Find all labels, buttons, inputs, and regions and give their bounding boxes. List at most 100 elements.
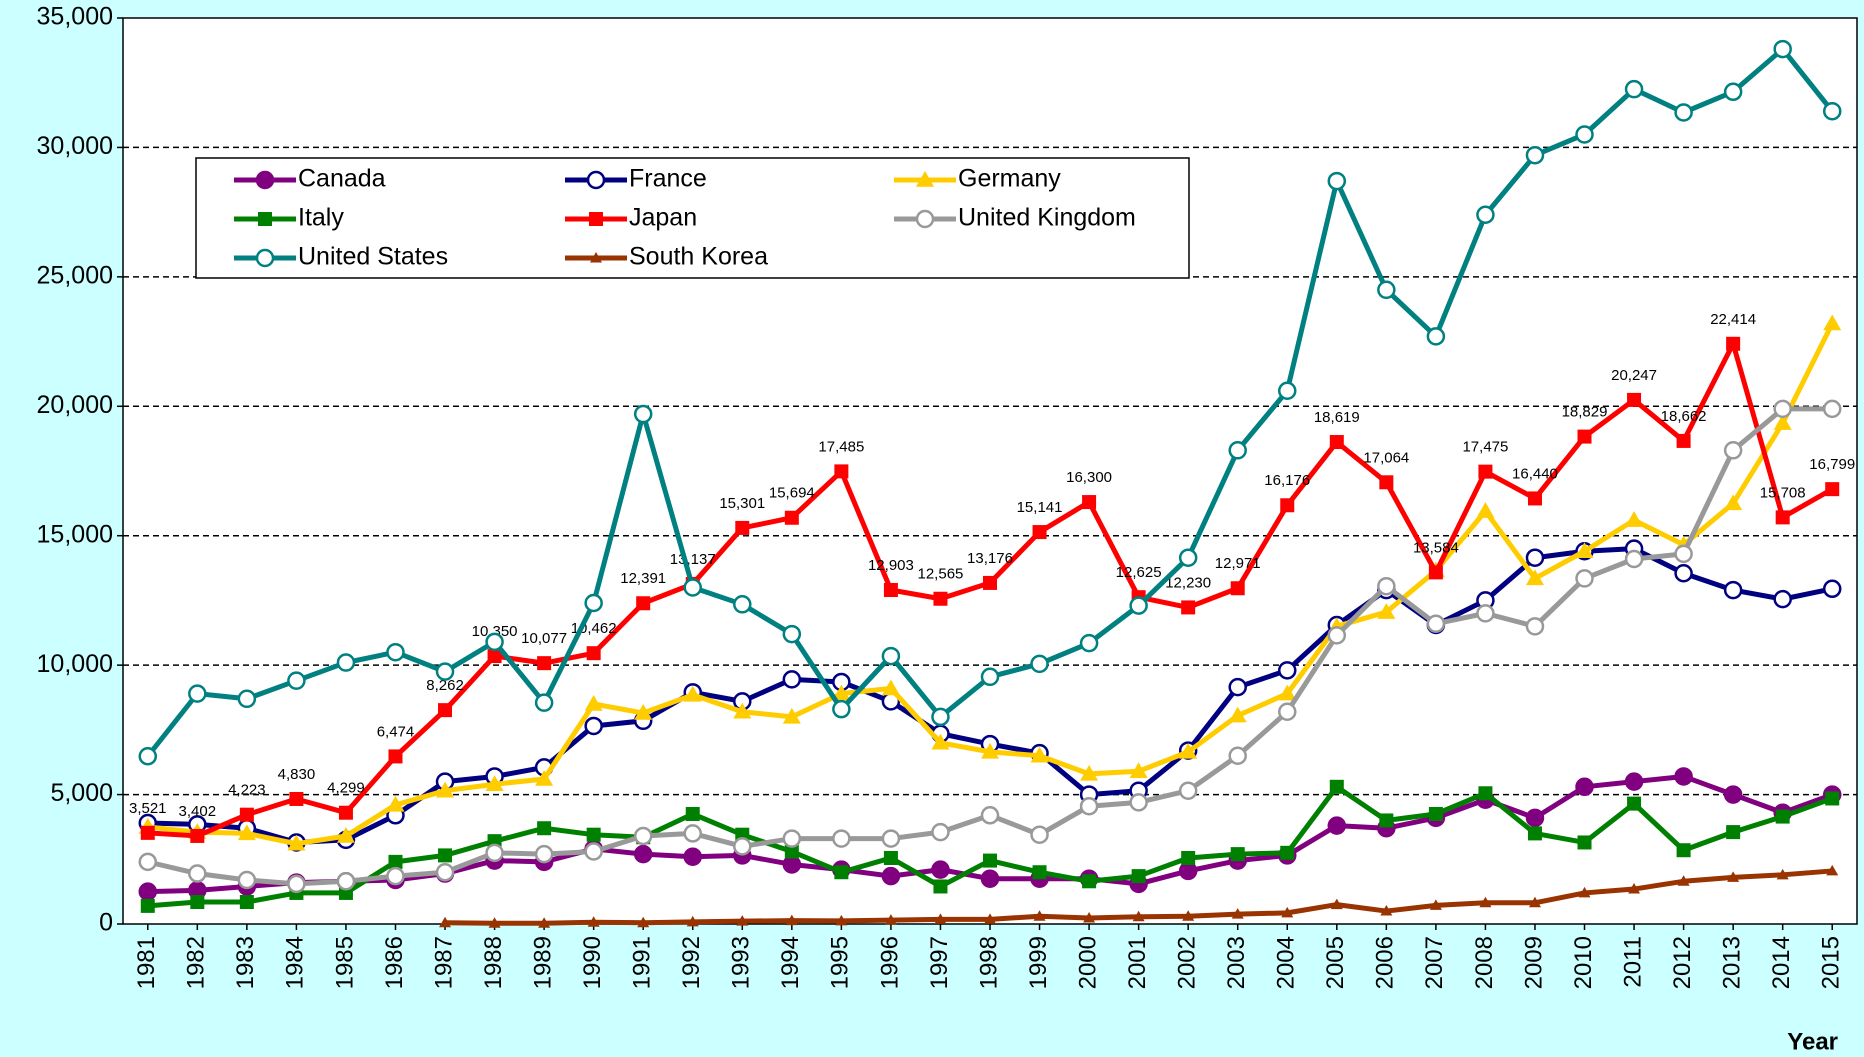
data-point xyxy=(1578,886,1591,898)
data-point xyxy=(237,689,257,709)
data-label: 3,402 xyxy=(179,803,217,820)
data-point xyxy=(1724,494,1743,511)
data-label: 12,903 xyxy=(868,557,914,574)
data-point xyxy=(1178,861,1198,881)
data-point xyxy=(1575,569,1594,588)
legend: Canada France Germany Italy Japan United King… xyxy=(195,157,1190,279)
data-point xyxy=(1825,791,1840,806)
data-point xyxy=(983,575,997,590)
data-point xyxy=(933,591,948,606)
data-point xyxy=(1723,785,1743,804)
data-point xyxy=(782,855,802,874)
data-point xyxy=(884,914,897,925)
data-point xyxy=(1033,910,1046,921)
legend-label: United States xyxy=(298,243,448,271)
x-tick-label: 1986 xyxy=(381,936,408,989)
x-tick-label: 2001 xyxy=(1124,936,1151,989)
x-tick-label: 2014 xyxy=(1768,936,1795,989)
data-point xyxy=(931,822,950,842)
data-point xyxy=(1426,614,1446,633)
data-point xyxy=(784,510,799,525)
data-point xyxy=(931,733,950,750)
data-label: 16,300 xyxy=(1066,469,1112,486)
data-point xyxy=(1825,482,1840,497)
data-point xyxy=(1377,280,1396,300)
data-label: 16,799 xyxy=(1809,456,1855,473)
data-point xyxy=(1525,548,1545,567)
data-point xyxy=(782,707,801,724)
data-point xyxy=(1575,125,1594,144)
data-point xyxy=(835,914,848,926)
data-point xyxy=(1773,39,1792,59)
y-tick-label: 10,000 xyxy=(37,650,113,678)
data-point xyxy=(834,464,849,479)
data-point xyxy=(487,649,502,664)
data-label: 16,176 xyxy=(1264,472,1310,489)
x-tick-label: 2003 xyxy=(1223,936,1250,989)
data-point xyxy=(1826,864,1839,876)
legend-label: South Korea xyxy=(629,243,768,271)
legend-box xyxy=(195,157,1190,279)
x-tick-label: 2010 xyxy=(1570,936,1597,989)
data-point xyxy=(1278,684,1297,701)
data-label: 13,176 xyxy=(967,550,1013,567)
data-point xyxy=(983,853,997,868)
data-label: 6,474 xyxy=(377,723,415,740)
data-point xyxy=(287,834,306,851)
data-point xyxy=(485,843,504,863)
data-label: 17,475 xyxy=(1462,439,1508,456)
legend-marker xyxy=(590,252,602,263)
data-point xyxy=(1528,896,1541,908)
data-point xyxy=(1527,491,1542,506)
data-point xyxy=(784,844,799,859)
data-point xyxy=(735,520,750,535)
data-point xyxy=(188,864,207,883)
data-point xyxy=(1627,796,1642,811)
data-point xyxy=(584,716,603,736)
x-tick-label: 1997 xyxy=(926,936,953,989)
data-point xyxy=(1181,600,1196,615)
data-point xyxy=(1228,706,1247,723)
y-tick-label: 0 xyxy=(99,909,113,937)
data-point xyxy=(190,894,205,909)
data-point xyxy=(1674,767,1693,786)
data-point xyxy=(1479,896,1492,908)
data-point xyxy=(1575,777,1594,797)
x-tick-label: 1989 xyxy=(529,936,556,989)
data-point xyxy=(584,694,603,711)
data-point xyxy=(980,806,1000,825)
data-point xyxy=(1030,825,1049,844)
data-point xyxy=(1775,510,1790,525)
data-point xyxy=(338,805,353,820)
data-point xyxy=(1723,441,1743,460)
data-point xyxy=(1329,779,1344,794)
data-point xyxy=(584,593,603,613)
data-point xyxy=(733,595,752,614)
data-label: 22,414 xyxy=(1710,311,1756,328)
data-label: 15,141 xyxy=(1017,499,1063,516)
data-point xyxy=(1674,103,1693,122)
data-point xyxy=(485,775,504,791)
data-point xyxy=(1377,576,1396,596)
data-point xyxy=(1131,869,1146,884)
data-point xyxy=(1727,871,1740,882)
data-point xyxy=(1773,414,1792,430)
data-point xyxy=(1723,580,1743,600)
data-point xyxy=(1079,796,1099,816)
x-tick-label: 2015 xyxy=(1818,936,1845,989)
legend-marker xyxy=(586,170,606,190)
data-point xyxy=(1627,392,1642,407)
data-point xyxy=(537,656,552,671)
data-point xyxy=(289,791,304,806)
x-tick-label: 1992 xyxy=(678,936,705,989)
data-point xyxy=(1179,742,1198,759)
data-point xyxy=(1525,145,1545,165)
data-point xyxy=(934,913,947,924)
data-point xyxy=(386,795,405,812)
data-label: 12,971 xyxy=(1215,555,1261,572)
data-point xyxy=(239,807,254,822)
data-label: 15,301 xyxy=(719,495,765,512)
data-point xyxy=(1577,835,1592,850)
data-point xyxy=(634,704,653,720)
x-tick-label: 1984 xyxy=(282,936,309,989)
